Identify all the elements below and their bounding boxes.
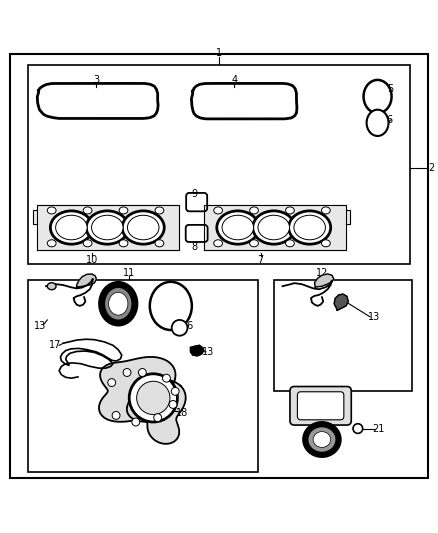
Ellipse shape: [286, 240, 294, 247]
Ellipse shape: [92, 215, 123, 240]
Polygon shape: [99, 357, 176, 422]
Ellipse shape: [294, 215, 325, 240]
Text: 3: 3: [93, 75, 99, 85]
Ellipse shape: [83, 240, 92, 247]
Text: 9: 9: [192, 189, 198, 199]
Polygon shape: [77, 274, 96, 287]
Ellipse shape: [258, 215, 290, 240]
Ellipse shape: [155, 207, 164, 214]
Ellipse shape: [127, 215, 159, 240]
Ellipse shape: [367, 110, 389, 136]
Ellipse shape: [47, 207, 56, 214]
Ellipse shape: [112, 411, 120, 419]
Ellipse shape: [286, 207, 294, 214]
Polygon shape: [191, 345, 204, 356]
Ellipse shape: [171, 387, 179, 395]
Bar: [274, 280, 412, 391]
Ellipse shape: [353, 424, 363, 433]
Ellipse shape: [109, 292, 128, 315]
Text: 8: 8: [192, 242, 198, 252]
Ellipse shape: [305, 424, 339, 455]
Ellipse shape: [83, 207, 92, 214]
Ellipse shape: [250, 207, 258, 214]
FancyBboxPatch shape: [297, 392, 344, 420]
Ellipse shape: [172, 320, 187, 336]
Polygon shape: [37, 205, 179, 250]
Text: 4: 4: [231, 75, 237, 85]
Text: 15: 15: [169, 288, 181, 298]
Text: 6: 6: [387, 115, 393, 125]
Ellipse shape: [108, 378, 116, 386]
Text: 11: 11: [123, 268, 135, 278]
Polygon shape: [33, 205, 37, 250]
Ellipse shape: [222, 215, 254, 240]
Ellipse shape: [47, 240, 56, 247]
Polygon shape: [127, 379, 186, 444]
Ellipse shape: [214, 207, 223, 214]
Ellipse shape: [119, 240, 128, 247]
Ellipse shape: [102, 285, 135, 323]
Text: 18: 18: [176, 408, 188, 418]
Ellipse shape: [289, 211, 331, 244]
Text: 7: 7: [258, 255, 264, 265]
Ellipse shape: [250, 240, 258, 247]
Polygon shape: [204, 205, 346, 250]
Ellipse shape: [217, 211, 259, 244]
Ellipse shape: [138, 368, 146, 376]
Text: 1: 1: [216, 48, 222, 58]
Polygon shape: [191, 84, 297, 119]
Ellipse shape: [150, 282, 192, 330]
Polygon shape: [334, 294, 348, 310]
Text: 13: 13: [34, 321, 46, 330]
Ellipse shape: [132, 418, 140, 426]
Ellipse shape: [214, 240, 223, 247]
Ellipse shape: [137, 381, 170, 415]
Text: 20: 20: [318, 443, 330, 453]
Ellipse shape: [169, 400, 177, 408]
Ellipse shape: [122, 211, 164, 244]
Text: 2: 2: [428, 163, 434, 173]
Ellipse shape: [50, 211, 92, 244]
Text: 19: 19: [316, 393, 328, 403]
Polygon shape: [33, 211, 37, 224]
Polygon shape: [314, 274, 334, 287]
Ellipse shape: [162, 374, 170, 382]
Text: 21: 21: [373, 424, 385, 433]
Ellipse shape: [86, 211, 128, 244]
Bar: [28, 65, 410, 264]
Ellipse shape: [123, 368, 131, 376]
Polygon shape: [346, 211, 350, 224]
Text: 13: 13: [202, 347, 214, 357]
Ellipse shape: [321, 240, 330, 247]
Ellipse shape: [47, 282, 56, 290]
Text: 14: 14: [114, 288, 127, 298]
Text: 10: 10: [86, 255, 98, 265]
Text: 12: 12: [316, 268, 328, 278]
Bar: [28, 280, 258, 472]
FancyBboxPatch shape: [186, 225, 208, 242]
Ellipse shape: [56, 215, 87, 240]
FancyBboxPatch shape: [290, 386, 351, 425]
Text: 13: 13: [368, 312, 381, 322]
Ellipse shape: [154, 414, 162, 422]
Text: 5: 5: [387, 84, 393, 94]
Text: 16: 16: [182, 321, 194, 330]
Ellipse shape: [364, 80, 392, 113]
Polygon shape: [346, 205, 350, 250]
FancyBboxPatch shape: [186, 193, 207, 211]
Ellipse shape: [129, 374, 177, 422]
Ellipse shape: [119, 207, 128, 214]
Ellipse shape: [155, 240, 164, 247]
Ellipse shape: [253, 211, 295, 244]
Text: 17: 17: [49, 341, 61, 350]
Ellipse shape: [321, 207, 330, 214]
Polygon shape: [37, 84, 158, 118]
Ellipse shape: [313, 432, 331, 447]
